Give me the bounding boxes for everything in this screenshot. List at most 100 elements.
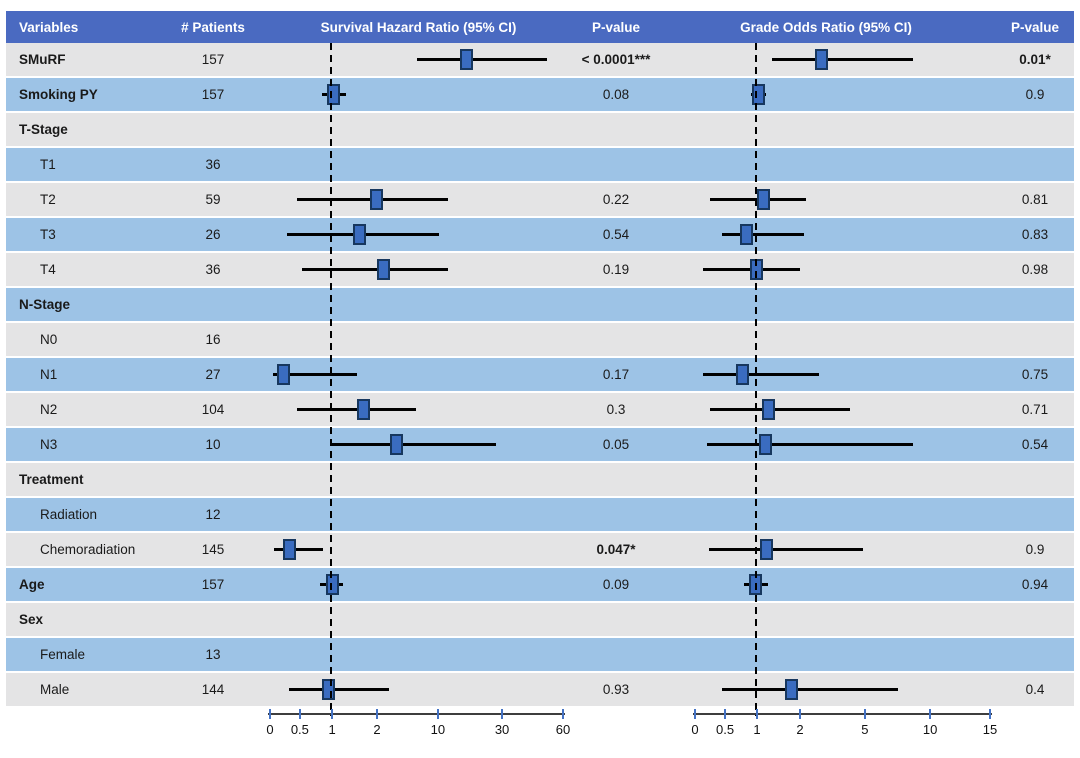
grade-plot-cell: [656, 603, 996, 636]
axis-tick-label: 0.5: [716, 722, 735, 737]
table-header-row: Variables # Patients Survival Hazard Rat…: [6, 11, 1074, 43]
section-label: T-Stage: [19, 122, 68, 137]
patients-count: 36: [205, 157, 221, 172]
variable-label: Radiation: [40, 507, 98, 522]
survival-plot-cell: [261, 183, 576, 216]
row-n2: N2 104 0.3 0.71: [6, 393, 1074, 426]
row-treatment-section: Treatment: [6, 463, 1074, 496]
grade-plot-cell: [656, 183, 996, 216]
point-estimate-box: [277, 364, 291, 385]
row-smoking-py: Smoking PY 157 0.08 0.9: [6, 78, 1074, 111]
point-estimate-box: [751, 84, 765, 105]
grade-p-value: 0.81: [1021, 192, 1049, 207]
point-estimate-box: [377, 259, 391, 280]
grade-plot-cell: [656, 638, 996, 671]
grade-plot-cell: [656, 288, 996, 321]
survival-p-value: 0.93: [602, 682, 630, 697]
axis-tick-label: 0: [266, 722, 274, 737]
grade-p-value: 0.01*: [1019, 52, 1051, 67]
row-n3: N3 10 0.05 0.54: [6, 428, 1074, 461]
grade-p-value: 0.83: [1021, 227, 1049, 242]
grade-plot-cell: [656, 43, 996, 76]
axis-tick: [989, 709, 991, 719]
survival-plot-cell: [261, 428, 576, 461]
axis-tick-label: 15: [982, 722, 998, 737]
ci-line: [710, 408, 850, 411]
survival-plot-cell: [261, 43, 576, 76]
point-estimate-box: [735, 364, 749, 385]
survival-p-value: 0.05: [602, 437, 630, 452]
survival-p-value: 0.54: [602, 227, 630, 242]
survival-plot-cell: [261, 288, 576, 321]
variable-label: SMuRF: [19, 52, 66, 67]
grade-plot-cell: [656, 463, 996, 496]
patients-count: 27: [205, 367, 221, 382]
variable-label: Chemoradiation: [40, 542, 136, 557]
axis-tick: [694, 709, 696, 719]
grade-plot-cell: [656, 148, 996, 181]
grade-reference-line: [755, 43, 757, 716]
survival-plot-cell: [261, 358, 576, 391]
axis-tick-label: 10: [922, 722, 938, 737]
survival-reference-line: [330, 43, 332, 716]
grade-plot-cell: [656, 78, 996, 111]
grade-p-value: 0.71: [1021, 402, 1049, 417]
variable-label: T1: [40, 157, 56, 172]
survival-plot-cell: [261, 603, 576, 636]
variable-label: Female: [40, 647, 86, 662]
header-variables: Variables: [19, 19, 79, 35]
ci-line: [416, 58, 547, 61]
ci-line: [332, 443, 496, 446]
survival-plot-cell: [261, 498, 576, 531]
survival-p-value: 0.19: [602, 262, 630, 277]
axis-tick-label: 1: [328, 722, 336, 737]
patients-count: 13: [205, 647, 221, 662]
row-male: Male 144 0.93 0.4: [6, 673, 1074, 706]
axis-tick-label: 0: [691, 722, 699, 737]
grade-p-value: 0.54: [1021, 437, 1049, 452]
grade-plot-cell: [656, 218, 996, 251]
section-label: Treatment: [19, 472, 84, 487]
survival-p-value: 0.09: [602, 577, 630, 592]
patients-count: 59: [205, 192, 221, 207]
survival-plot-cell: [261, 673, 576, 706]
variable-label: N3: [40, 437, 58, 452]
point-estimate-box: [761, 399, 775, 420]
survival-p-value: 0.08: [602, 87, 630, 102]
grade-axis-line: [693, 713, 992, 715]
axis-tick: [755, 709, 758, 719]
point-estimate-box: [325, 574, 339, 595]
axis-tick: [375, 709, 378, 719]
axis-tick-label: 10: [430, 722, 446, 737]
row-t3: T3 26 0.54 0.83: [6, 218, 1074, 251]
patients-count: 26: [205, 227, 221, 242]
axis-tick: [436, 709, 439, 719]
variable-label: T4: [40, 262, 56, 277]
grade-p-value: 0.9: [1025, 87, 1045, 102]
header-pvalue-survival: P-value: [591, 19, 641, 35]
ci-line: [772, 58, 914, 61]
survival-plot-cell: [261, 113, 576, 146]
axis-tick: [799, 709, 802, 719]
patients-count: 10: [205, 437, 221, 452]
variable-label: Age: [19, 577, 45, 592]
grade-p-value: 0.75: [1021, 367, 1049, 382]
patients-count: 16: [205, 332, 221, 347]
ci-line: [722, 233, 805, 236]
patients-count: 104: [201, 402, 225, 417]
grade-p-value: 0.98: [1021, 262, 1049, 277]
grade-plot-cell: [656, 253, 996, 286]
survival-plot-cell: [261, 253, 576, 286]
point-estimate-box: [370, 189, 384, 210]
point-estimate-box: [740, 224, 754, 245]
survival-plot-cell: [261, 148, 576, 181]
variable-label: N0: [40, 332, 58, 347]
survival-plot-cell: [261, 568, 576, 601]
row-smurf: SMuRF 157 < 0.0001*** 0.01*: [6, 43, 1074, 76]
grade-plot-cell: [656, 428, 996, 461]
grade-p-value: 0.4: [1025, 682, 1045, 697]
grade-plot-cell: [656, 498, 996, 531]
point-estimate-box: [757, 189, 771, 210]
variable-label: T3: [40, 227, 56, 242]
patients-count: 36: [205, 262, 221, 277]
